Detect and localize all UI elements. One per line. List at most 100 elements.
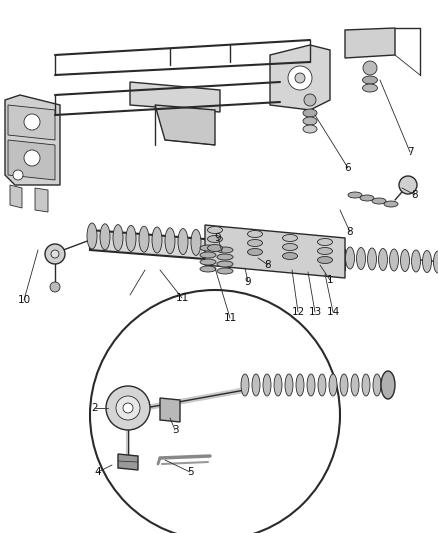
Text: 8: 8	[265, 260, 271, 270]
Polygon shape	[8, 140, 55, 180]
Ellipse shape	[372, 198, 386, 204]
Ellipse shape	[378, 248, 388, 271]
Text: 11: 11	[175, 293, 189, 303]
Circle shape	[50, 282, 60, 292]
Text: 8: 8	[347, 227, 353, 237]
Polygon shape	[160, 398, 180, 422]
Ellipse shape	[318, 247, 332, 254]
Ellipse shape	[200, 245, 216, 251]
Ellipse shape	[200, 259, 216, 265]
Ellipse shape	[252, 374, 260, 396]
Ellipse shape	[329, 374, 337, 396]
Ellipse shape	[367, 248, 377, 270]
Text: 8: 8	[412, 190, 418, 200]
Ellipse shape	[217, 254, 233, 260]
Text: 13: 13	[308, 307, 321, 317]
Ellipse shape	[165, 228, 175, 254]
Ellipse shape	[191, 229, 201, 255]
Ellipse shape	[247, 230, 262, 238]
Ellipse shape	[217, 268, 233, 274]
Ellipse shape	[381, 371, 395, 399]
Circle shape	[13, 170, 23, 180]
Circle shape	[295, 73, 305, 83]
Ellipse shape	[389, 249, 399, 271]
Circle shape	[106, 386, 150, 430]
Circle shape	[51, 250, 59, 258]
Text: 7: 7	[407, 147, 413, 157]
Ellipse shape	[303, 109, 317, 117]
Ellipse shape	[360, 195, 374, 201]
Ellipse shape	[303, 117, 317, 125]
Circle shape	[288, 66, 312, 90]
Ellipse shape	[318, 374, 326, 396]
Text: 10: 10	[18, 295, 31, 305]
Ellipse shape	[100, 224, 110, 250]
Text: 3: 3	[172, 425, 178, 435]
Text: 5: 5	[187, 467, 193, 477]
Ellipse shape	[307, 374, 315, 396]
Ellipse shape	[217, 261, 233, 267]
Ellipse shape	[346, 247, 354, 269]
Text: 6: 6	[345, 163, 351, 173]
Ellipse shape	[340, 374, 348, 396]
Ellipse shape	[208, 236, 223, 243]
Polygon shape	[130, 82, 220, 112]
Text: 9: 9	[215, 233, 221, 243]
Ellipse shape	[351, 374, 359, 396]
Text: 14: 14	[326, 307, 339, 317]
Text: 11: 11	[223, 313, 237, 323]
Ellipse shape	[217, 247, 233, 253]
Circle shape	[24, 150, 40, 166]
Text: 1: 1	[327, 275, 333, 285]
Text: 2: 2	[92, 403, 98, 413]
Circle shape	[24, 114, 40, 130]
Polygon shape	[155, 105, 215, 145]
Ellipse shape	[318, 238, 332, 246]
Ellipse shape	[363, 76, 378, 84]
Polygon shape	[10, 185, 22, 208]
Polygon shape	[90, 230, 345, 270]
Polygon shape	[118, 454, 138, 470]
Ellipse shape	[363, 84, 378, 92]
Ellipse shape	[200, 266, 216, 272]
Text: 4: 4	[95, 467, 101, 477]
Circle shape	[304, 94, 316, 106]
Ellipse shape	[357, 247, 365, 270]
Ellipse shape	[241, 374, 249, 396]
Polygon shape	[5, 95, 60, 185]
Ellipse shape	[87, 223, 97, 249]
Circle shape	[116, 396, 140, 420]
Ellipse shape	[200, 252, 216, 258]
Ellipse shape	[384, 201, 398, 207]
Polygon shape	[205, 225, 345, 278]
Polygon shape	[8, 105, 55, 140]
Polygon shape	[345, 28, 395, 58]
Ellipse shape	[285, 374, 293, 396]
Ellipse shape	[247, 239, 262, 246]
Ellipse shape	[303, 125, 317, 133]
Circle shape	[123, 403, 133, 413]
Text: 9: 9	[245, 277, 251, 287]
Ellipse shape	[434, 251, 438, 273]
Ellipse shape	[274, 374, 282, 396]
Circle shape	[90, 290, 340, 533]
Ellipse shape	[263, 374, 271, 396]
Text: 12: 12	[291, 307, 304, 317]
Ellipse shape	[373, 374, 381, 396]
Ellipse shape	[126, 225, 136, 252]
Ellipse shape	[296, 374, 304, 396]
Ellipse shape	[423, 251, 431, 272]
Ellipse shape	[362, 374, 370, 396]
Ellipse shape	[247, 248, 262, 255]
Ellipse shape	[283, 253, 297, 260]
Circle shape	[399, 176, 417, 194]
Circle shape	[45, 244, 65, 264]
Ellipse shape	[178, 229, 188, 255]
Ellipse shape	[411, 250, 420, 272]
Ellipse shape	[208, 227, 223, 233]
Circle shape	[363, 61, 377, 75]
Ellipse shape	[400, 249, 410, 271]
Ellipse shape	[318, 256, 332, 263]
Ellipse shape	[283, 244, 297, 251]
Ellipse shape	[139, 226, 149, 252]
